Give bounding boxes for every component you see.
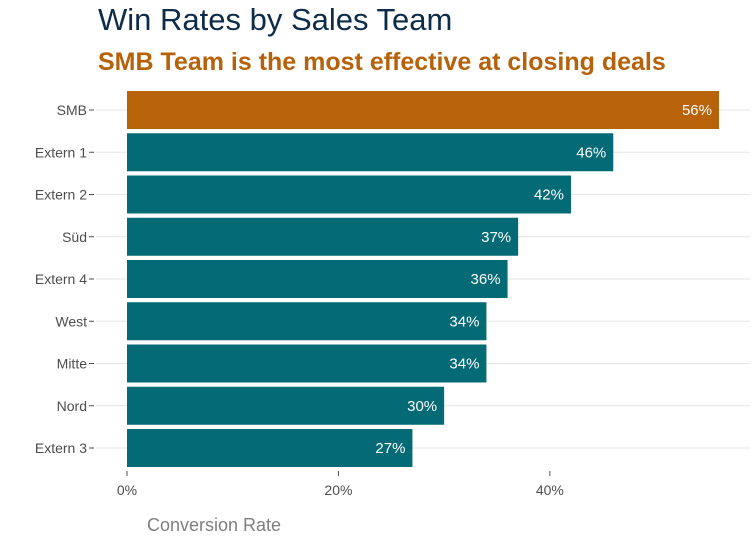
x-tick-label: 40%	[536, 482, 564, 498]
bar-nord	[127, 386, 445, 425]
category-labels: SMB Extern 1 Extern 2 Süd Extern 4 West Mitte N…	[35, 102, 94, 456]
category-label: Extern 2	[35, 187, 87, 203]
bar-value-label: 56%	[682, 102, 712, 119]
x-axis-ticks: 0% 20% 40%	[117, 471, 564, 498]
bar-west	[127, 302, 487, 341]
bar-extern-3	[127, 429, 413, 467]
category-label: West	[55, 313, 87, 329]
bar-value-label: 27%	[375, 440, 405, 457]
bar-value-label: 36%	[471, 271, 501, 288]
bar-value-label: 34%	[449, 313, 479, 330]
category-label: Nord	[57, 398, 87, 414]
x-tick-label: 0%	[117, 482, 137, 498]
bar-extern-1	[127, 133, 614, 172]
chart-subtitle: SMB Team is the most effective at closin…	[98, 48, 666, 76]
bar-value-label: 34%	[449, 356, 479, 373]
category-label: Süd	[62, 229, 87, 245]
bar-mitte	[127, 344, 487, 383]
bar-value-label: 37%	[481, 229, 511, 246]
x-tick-label: 20%	[324, 482, 352, 498]
bar-value-label: 42%	[534, 187, 564, 204]
category-label: SMB	[57, 102, 87, 118]
category-label: Extern 4	[35, 271, 87, 287]
bar-s-d	[127, 217, 519, 256]
category-label: Extern 3	[35, 440, 87, 456]
bar-smb	[127, 91, 719, 129]
bar-value-label: 46%	[576, 144, 606, 161]
bar-extern-2	[127, 175, 571, 214]
chart-title: Win Rates by Sales Team	[98, 2, 453, 37]
category-label: Extern 1	[35, 144, 87, 160]
category-label: Mitte	[57, 356, 88, 372]
bar-value-label: 30%	[407, 398, 437, 415]
bar-extern-4	[127, 260, 508, 298]
bars: 56% 46% 42% 37% 36% 34% 34% 30% 27%	[127, 91, 719, 467]
x-axis-title: Conversion Rate	[147, 515, 281, 535]
